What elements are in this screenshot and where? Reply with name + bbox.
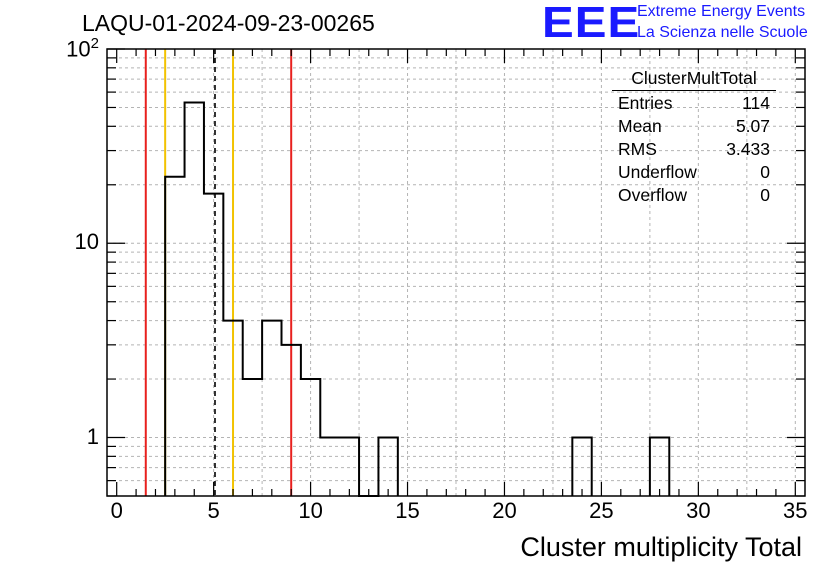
stats-title: ClusterMultTotal [612,68,776,91]
stats-value: 3.433 [726,139,770,159]
stats-label: Entries [618,93,673,113]
eee-logo: EEE [542,0,641,47]
x-tick-label: 0 [110,498,123,523]
histogram-bar [185,103,204,496]
stats-box: ClusterMultTotal Entries 114 Mean 5.07 RMS… [612,68,776,207]
x-tick-label: 15 [395,498,420,523]
y-tick-label: 10 [74,229,99,255]
stats-row: Entries 114 [612,92,776,115]
eee-logo-line2: La Scienza nelle Scuole [637,24,808,41]
stats-label: Overflow [618,185,688,205]
x-tick-label: 20 [492,498,517,523]
stats-label: RMS [618,139,657,159]
x-tick-label: 5 [207,498,220,523]
stats-row: Mean 5.07 [612,115,776,138]
stats-value: 0 [760,162,770,182]
x-axis-label: Cluster multiplicity Total [520,532,802,562]
histogram-outline [164,101,671,497]
stats-value: 5.07 [735,116,770,136]
stats-value: 114 [742,93,770,113]
stats-row: Overflow 0 [612,184,776,207]
stats-label: Underflow [618,162,697,182]
y-tick-label: 102 [66,35,99,62]
run-title: LAQU-01-2024-09-23-00265 [82,10,375,36]
eee-logo-line1: Extreme Energy Events [637,3,806,20]
x-tick-label: 25 [589,498,614,523]
histogram-bar [378,438,397,496]
stats-row: RMS 3.433 [612,138,776,161]
stats-label: Mean [618,116,662,136]
histogram-bar [262,321,281,496]
histogram-bar [165,177,184,496]
x-tick-label: 35 [783,498,808,523]
stats-row: Underflow 0 [612,161,776,184]
y-tick-label: 1 [86,423,99,449]
stats-value: 0 [760,185,770,205]
x-tick-label: 10 [298,498,323,523]
x-tick-label: 30 [686,498,711,523]
plot-frame [106,48,806,497]
